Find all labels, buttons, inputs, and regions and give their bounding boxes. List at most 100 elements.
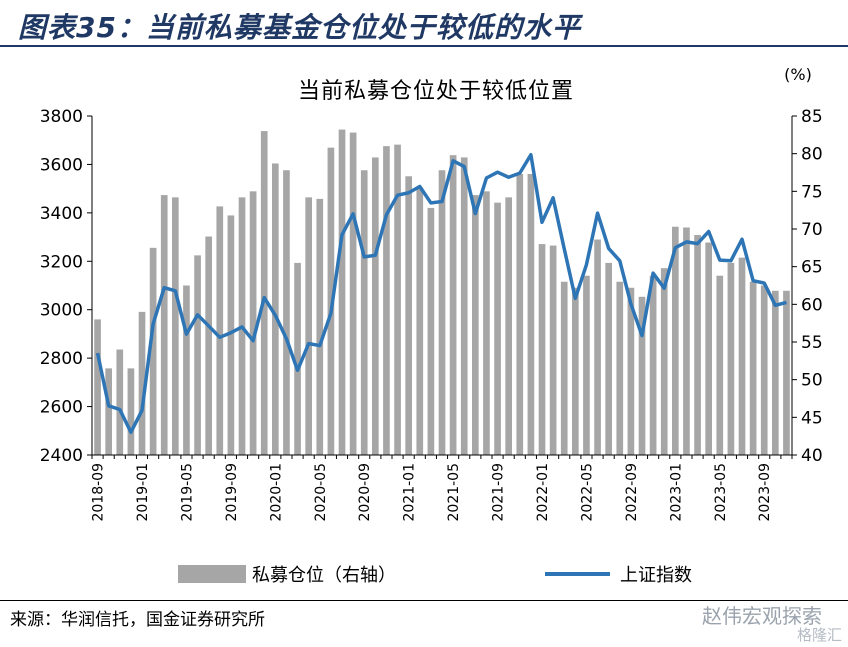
bar-2023-10	[772, 290, 779, 455]
legend-label-line: 上证指数	[620, 565, 692, 586]
bar-2020-07	[338, 129, 346, 455]
right-tick-label-85: 85	[801, 107, 823, 127]
bar-2023-04	[705, 242, 712, 455]
bar-2023-09	[760, 285, 768, 455]
bar-2019-04	[172, 197, 179, 456]
bar-2018-11	[116, 349, 124, 455]
legend-swatch-bar	[178, 565, 246, 583]
bar-2018-10	[105, 368, 112, 455]
legend: 私募仓位（右轴） 上证指数	[178, 565, 692, 586]
bar-2023-05	[716, 275, 724, 455]
x-tick-label-2018-09: 2018-09	[91, 463, 107, 522]
bar-2018-12	[127, 368, 135, 455]
bar-2019-05	[183, 285, 190, 455]
bar-2021-07	[472, 195, 479, 455]
bar-2019-07	[205, 236, 212, 455]
right-tick-label-70: 70	[801, 220, 823, 240]
bar-2020-05	[316, 198, 324, 455]
chart: 当前私募仓位处于较低位置 (%) 2400 2600 2800 3000 3200 340…	[40, 65, 823, 586]
title-rule	[0, 45, 848, 47]
bar-2020-11	[383, 146, 390, 455]
bar-2022-10	[638, 296, 646, 455]
right-tick-label-40: 40	[801, 446, 823, 466]
x-tick-label-2020-01: 2020-01	[268, 463, 284, 522]
bar-2019-06	[194, 255, 201, 455]
bar-2022-12	[660, 268, 668, 455]
source-rule	[0, 600, 848, 601]
figure-title: 图表35：当前私募基金仓位处于较低的水平	[18, 11, 581, 44]
left-tick-label-2800: 2800	[40, 349, 83, 369]
x-tick-label-2020-09: 2020-09	[357, 463, 373, 522]
source-note: 来源：华润信托，国金证券研究所	[10, 610, 265, 630]
bar-2023-11	[783, 290, 790, 455]
bar-2021-10	[505, 197, 512, 456]
right-axis-ticks: 40 45 50 55 60 65 70 75 80 85	[792, 107, 823, 466]
right-axis-unit: (%)	[784, 65, 812, 84]
legend-label-bar: 私募仓位（右轴）	[252, 565, 396, 586]
bar-2019-01	[138, 311, 146, 455]
line-series	[95, 152, 787, 434]
x-tick-label-2019-05: 2019-05	[179, 463, 195, 522]
bar-2021-06	[460, 157, 468, 455]
x-tick-label-2020-05: 2020-05	[313, 463, 329, 522]
bar-2023-06	[727, 262, 735, 455]
bar-2021-08	[483, 191, 490, 455]
bar-2020-01	[272, 163, 279, 455]
bar-2021-03	[427, 207, 435, 455]
x-tick-label-2023-05: 2023-05	[713, 463, 729, 522]
bar-2020-04	[305, 197, 312, 456]
x-tick-label-2022-09: 2022-09	[624, 463, 640, 522]
bar-2023-08	[749, 281, 757, 455]
bar-2022-04	[572, 287, 579, 455]
right-tick-label-80: 80	[801, 145, 823, 165]
bar-2020-02	[283, 170, 290, 456]
right-tick-label-55: 55	[801, 333, 823, 353]
axes	[91, 116, 793, 456]
x-tick-label-2023-01: 2023-01	[668, 463, 684, 522]
left-tick-label-2400: 2400	[40, 446, 83, 466]
bar-2019-11	[249, 191, 257, 455]
x-tick-label-2022-05: 2022-05	[579, 463, 595, 522]
bar-2023-07	[738, 257, 746, 455]
bar-2020-12	[394, 144, 401, 455]
chart-title: 当前私募仓位处于较低位置	[298, 79, 574, 104]
bar-2022-11	[649, 275, 657, 455]
right-tick-label-65: 65	[801, 258, 823, 278]
bar-2021-01	[405, 176, 412, 455]
right-tick-label-45: 45	[801, 408, 823, 428]
bar-2021-12	[527, 174, 535, 455]
x-axis-ticks: 2018-09 2019-01 2019-05 2019-09 2020-01 2020-…	[91, 455, 793, 522]
left-axis-ticks: 2400 2600 2800 3000 3200 3400 3600 3800	[40, 107, 92, 466]
watermark: 赵伟宏观探索	[702, 604, 822, 628]
bar-2022-01	[538, 244, 546, 455]
bar-2019-12	[260, 131, 268, 455]
bar-2020-03	[294, 262, 301, 455]
bar-2021-11	[516, 174, 524, 455]
bar-2019-02	[149, 247, 157, 455]
x-tick-label-2022-01: 2022-01	[535, 463, 551, 522]
bar-2021-04	[438, 170, 446, 456]
bar-2023-02	[683, 227, 690, 455]
x-tick-label-2023-09: 2023-09	[757, 463, 773, 522]
bar-2022-09	[627, 287, 635, 455]
bar-2019-03	[160, 195, 168, 455]
left-tick-label-3600: 3600	[40, 155, 83, 175]
bar-2020-08	[349, 132, 357, 455]
bar-2021-02	[416, 187, 424, 455]
x-tick-label-2021-01: 2021-01	[402, 463, 418, 522]
bar-2022-03	[560, 281, 568, 455]
bar-2019-08	[216, 206, 224, 455]
bar-2021-05	[449, 155, 457, 456]
left-tick-label-3200: 3200	[40, 252, 83, 272]
left-tick-label-2600: 2600	[40, 398, 83, 418]
right-tick-label-60: 60	[801, 295, 823, 315]
bar-2022-05	[583, 275, 590, 455]
left-tick-label-3800: 3800	[40, 107, 83, 127]
x-tick-label-2021-05: 2021-05	[446, 463, 462, 522]
right-tick-label-75: 75	[801, 182, 823, 202]
bar-2020-09	[360, 170, 368, 456]
bar-2020-10	[372, 157, 379, 455]
bar-2022-08	[616, 281, 624, 455]
x-tick-label-2019-01: 2019-01	[135, 463, 151, 522]
bar-2018-09	[94, 319, 101, 455]
